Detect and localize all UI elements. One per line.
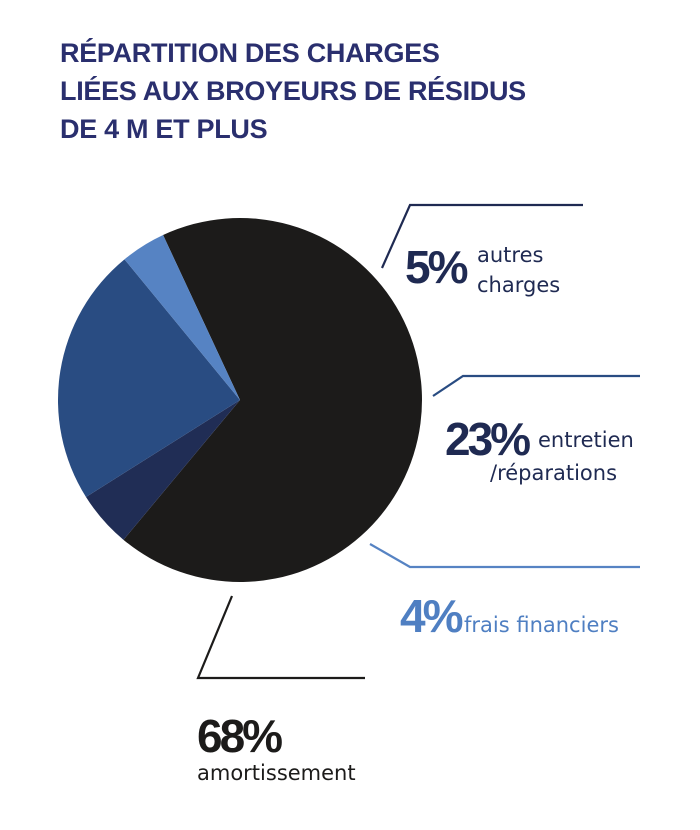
pie-slice-entretien-reparations [57, 259, 240, 497]
pie-slice-amortissement [123, 217, 422, 582]
pie-slice-autres-charges [85, 400, 241, 540]
leader-line-entretien-reparations [432, 374, 640, 397]
pie-callouts: 68%amortissement 5% autres charges 23% entret… [196, 203, 640, 785]
category-label-frais-financiers-0: frais financiers [464, 613, 619, 637]
percent-label-autres-charges: 5% [405, 241, 468, 293]
callout-amortissement: 68%amortissement [196, 595, 365, 785]
category-label-entretien-reparations-0: entretien [538, 428, 634, 452]
leader-line-frais-financiers [369, 543, 640, 569]
chart-title-line-3: DE 4 M ET PLUS [60, 114, 267, 144]
leader-line-amortissement [196, 595, 365, 680]
leader-line-autres-charges [380, 203, 583, 269]
percent-label-amortissement: 68% [197, 710, 282, 762]
category-label-autres-charges-1: charges [477, 273, 560, 297]
callout-entretien-reparations: 23% entretien/réparations [432, 374, 640, 485]
chart-title-line-2: LIÉES AUX BROYEURS DE RÉSIDUS [60, 75, 526, 106]
category-label-entretien-reparations-1: /réparations [490, 461, 617, 485]
chart-title-line-1: RÉPARTITION DES CHARGES [60, 37, 440, 68]
percent-label-entretien-reparations: 23% [445, 413, 530, 465]
pie-slices [57, 217, 422, 582]
callout-frais-financiers: 4% frais financiers [369, 543, 640, 642]
category-label-autres-charges-0: autres [477, 243, 543, 267]
chart-title: RÉPARTITION DES CHARGES LIÉES AUX BROYEU… [60, 37, 526, 144]
category-label-amortissement-0: amortissement [197, 761, 356, 785]
percent-label-frais-financiers: 4% [400, 590, 463, 642]
pie-slice-frais-financiers [124, 235, 240, 400]
callout-autres-charges: 5% autres charges [380, 203, 583, 297]
